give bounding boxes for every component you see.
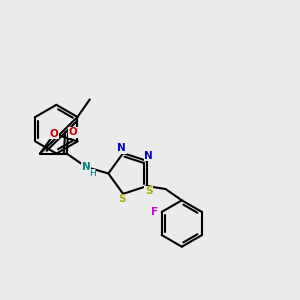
Text: N: N — [82, 162, 90, 172]
Text: F: F — [151, 207, 158, 217]
Text: S: S — [118, 194, 125, 204]
Text: S: S — [145, 186, 152, 197]
Text: O: O — [68, 127, 77, 137]
Text: O: O — [50, 129, 59, 139]
Text: N: N — [117, 143, 126, 153]
Text: N: N — [144, 151, 153, 161]
Text: H: H — [89, 169, 96, 178]
